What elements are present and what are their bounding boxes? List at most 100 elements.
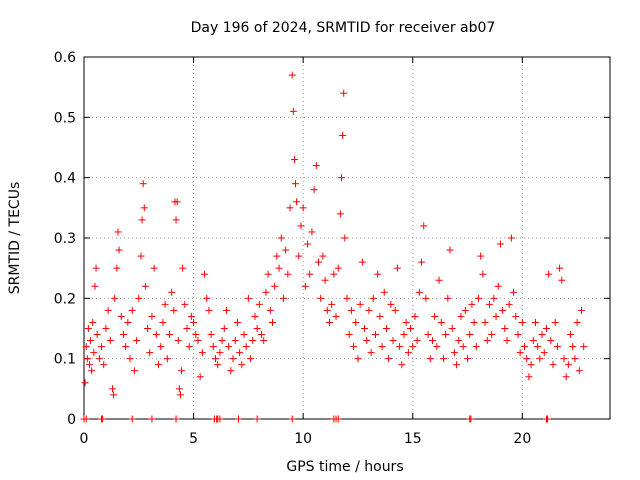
data-point (138, 216, 146, 224)
data-point (148, 415, 156, 423)
data-point (578, 306, 586, 314)
data-point (299, 204, 307, 212)
data-point (538, 331, 546, 339)
data-point (227, 367, 235, 375)
data-point (492, 312, 500, 320)
data-point (148, 312, 156, 320)
data-point (119, 331, 127, 339)
data-point (173, 198, 181, 206)
data-point (540, 349, 548, 357)
data-point (88, 367, 96, 375)
data-point (168, 288, 176, 296)
data-point (82, 343, 90, 351)
y-tick-label: 0.2 (54, 291, 76, 307)
data-point (527, 361, 535, 369)
data-point (512, 312, 520, 320)
data-point (334, 264, 342, 272)
y-tick-label: 0 (67, 412, 76, 428)
data-point (201, 270, 209, 278)
y-tick-label: 0.5 (54, 110, 76, 126)
data-point (262, 288, 270, 296)
data-point (341, 234, 349, 242)
data-point (553, 343, 561, 351)
data-point (128, 415, 136, 423)
mark-layer (80, 71, 588, 423)
data-point (418, 258, 426, 266)
data-point (467, 415, 475, 423)
data-point (114, 228, 122, 236)
data-point (485, 300, 493, 308)
y-tick-label: 0.6 (54, 50, 76, 66)
data-point (253, 325, 261, 332)
data-point (297, 222, 305, 230)
data-point (192, 331, 200, 339)
data-point (216, 349, 224, 357)
data-point (393, 264, 401, 272)
data-point (510, 288, 518, 296)
data-point (218, 337, 226, 345)
data-point (84, 325, 92, 332)
data-point (415, 288, 423, 296)
data-point (271, 282, 279, 290)
data-point (317, 294, 325, 302)
data-point (536, 355, 544, 363)
data-point (238, 361, 246, 369)
data-point (135, 294, 143, 302)
data-point (315, 258, 323, 266)
data-point (382, 325, 390, 332)
data-point (569, 343, 577, 351)
data-point (175, 385, 183, 393)
data-point (82, 415, 90, 423)
data-point (529, 337, 537, 345)
chart-title: Day 196 of 2024, SRMTID for receiver ab0… (191, 20, 496, 36)
data-point (400, 331, 408, 339)
data-point (222, 306, 230, 314)
data-point (472, 343, 480, 351)
data-point (273, 252, 281, 260)
data-point (564, 361, 572, 369)
data-point (461, 306, 469, 314)
data-point (128, 306, 136, 314)
data-point (290, 156, 298, 164)
data-point (183, 325, 191, 332)
data-point (525, 373, 533, 381)
data-point (179, 264, 187, 272)
data-point (174, 337, 182, 345)
data-point (573, 318, 581, 326)
data-point (155, 361, 163, 369)
data-point (133, 337, 141, 345)
data-point (470, 318, 478, 326)
data-point (170, 306, 178, 314)
data-point (371, 331, 379, 339)
data-point (442, 331, 450, 339)
data-point (365, 306, 373, 314)
data-point (389, 337, 397, 345)
data-point (264, 270, 272, 278)
y-tick-label: 0.3 (54, 231, 76, 247)
data-point (214, 361, 222, 369)
data-point (413, 337, 421, 345)
data-point (157, 343, 165, 351)
data-point (339, 131, 347, 139)
data-point (139, 180, 147, 188)
data-point (247, 355, 255, 363)
data-point (113, 264, 121, 272)
data-point (220, 325, 228, 332)
data-point (361, 325, 369, 332)
data-point (571, 355, 579, 363)
data-point (306, 270, 314, 278)
x-axis-label: GPS time / hours (286, 459, 403, 475)
data-point (387, 300, 395, 308)
data-point (340, 89, 348, 97)
data-point (411, 312, 419, 320)
data-point (380, 288, 388, 296)
data-point (106, 337, 114, 345)
data-point (551, 318, 559, 326)
data-point (288, 415, 296, 423)
data-point (196, 373, 204, 381)
data-point (356, 300, 364, 308)
data-point (233, 318, 241, 326)
data-point (205, 306, 213, 314)
data-point (251, 312, 259, 320)
data-point (477, 252, 485, 260)
